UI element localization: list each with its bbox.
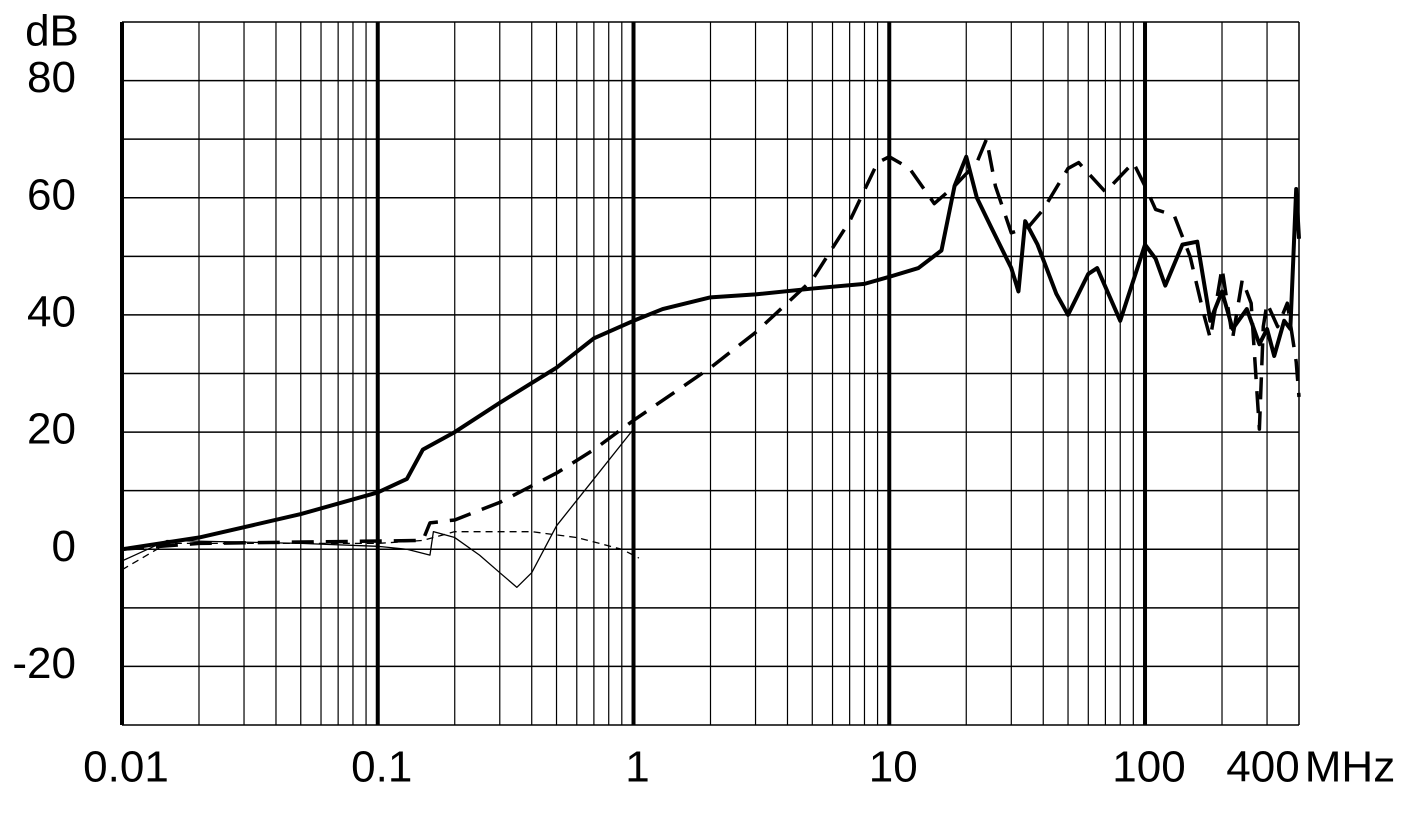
y-tick-label: 60 [27,170,76,219]
y-tick-label: 0 [52,522,76,571]
x-tick-label: 100 [1112,743,1185,792]
series-line [121,428,635,588]
y-tick-label: 80 [27,53,76,102]
x-tick-label: 400 [1226,743,1299,792]
y-axis-label: dB [25,7,79,56]
x-tick-label: 0.1 [351,743,412,792]
series-line [121,137,1301,551]
y-tick-label: 40 [27,288,76,337]
x-tick-label: 1 [625,743,649,792]
series-line [121,154,1301,552]
x-tick-label: 0.01 [83,743,169,792]
y-tick-label: -20 [12,639,76,688]
series-line [121,531,640,571]
y-tick-label: 20 [27,405,76,454]
x-axis-label: MHz [1305,743,1395,792]
x-tick-label: 10 [869,743,918,792]
